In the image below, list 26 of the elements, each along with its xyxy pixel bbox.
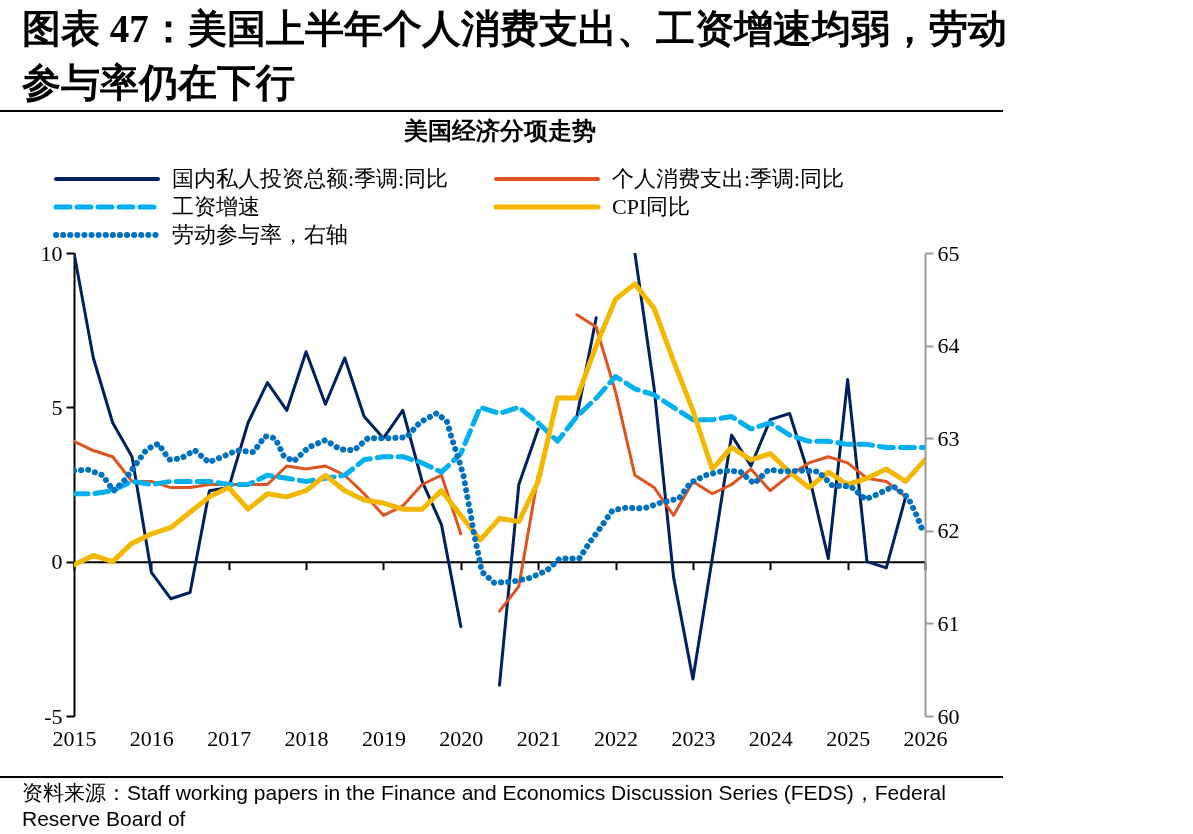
x-tick-label: 2025 (826, 725, 871, 751)
y2-tick-label: 64 (937, 333, 960, 359)
y2-tick-label: 65 (937, 240, 960, 266)
x-tick-label: 2023 (671, 725, 716, 751)
x-tick-label: 2019 (361, 725, 406, 751)
legend-label: 国内私人投资总额:季调:同比 (172, 166, 449, 192)
y-tick-label: 5 (51, 394, 63, 420)
y2-tick-label: 61 (937, 610, 960, 636)
x-tick-label: 2020 (439, 725, 484, 751)
x-tick-label: 2016 (129, 725, 174, 751)
x-tick-label: 2022 (594, 725, 639, 751)
y-tick-label: 0 (51, 549, 63, 575)
x-tick-label: 2018 (284, 725, 329, 751)
x-tick-label: 2021 (516, 725, 561, 751)
legend-label: 个人消费支出:季调:同比 (612, 166, 845, 192)
x-tick-label: 2024 (748, 725, 793, 751)
legend-label: 劳动参与率，右轴 (172, 222, 348, 248)
chart-subtitle: 美国经济分项走势 (402, 117, 596, 144)
y2-tick-label: 63 (937, 425, 960, 451)
y2-tick-label: 62 (937, 518, 960, 544)
legend-label: 工资增速 (172, 194, 260, 220)
y-tick-label: 10 (40, 240, 63, 266)
x-tick-label: 2017 (207, 725, 252, 751)
legend-label: CPI同比 (612, 194, 691, 220)
text: 资料来源：Staff working papers in the Finance and Economics Discussion Series (FEDS)，Federal Reserve Board of (22, 780, 947, 832)
chart-title: 图表 47：美国上半年个人消费支出、工资增速均弱，劳动参与率仍在下行 (22, 6, 1007, 106)
